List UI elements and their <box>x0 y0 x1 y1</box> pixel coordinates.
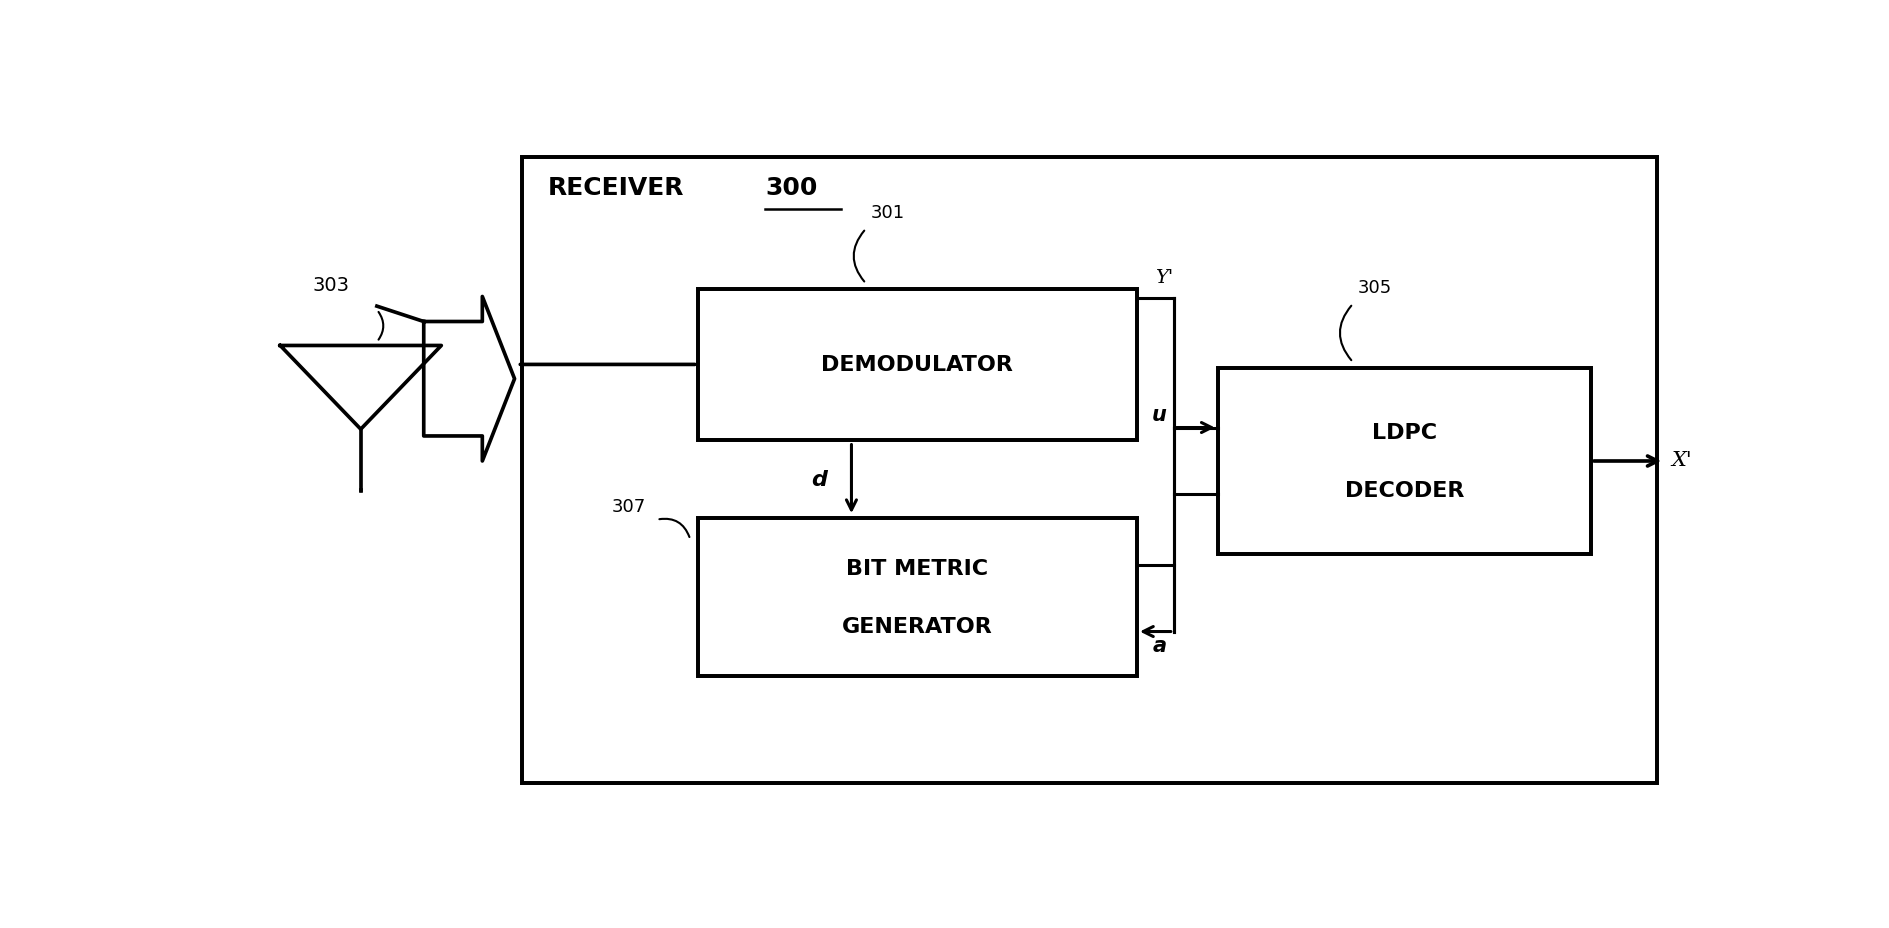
Bar <box>697 519 1137 676</box>
Text: LDPC: LDPC <box>1371 423 1436 443</box>
Text: u: u <box>1150 405 1166 424</box>
Text: 307: 307 <box>612 497 646 515</box>
Text: Y': Y' <box>1154 268 1173 287</box>
Text: DECODER: DECODER <box>1343 480 1464 500</box>
Bar <box>1217 368 1591 554</box>
Text: d: d <box>810 470 827 489</box>
Text: DEMODULATOR: DEMODULATOR <box>822 355 1013 375</box>
Text: a: a <box>1152 636 1166 655</box>
Text: 301: 301 <box>871 204 905 222</box>
Text: 305: 305 <box>1358 279 1392 297</box>
Text: RECEIVER: RECEIVER <box>548 175 684 200</box>
Text: BIT METRIC: BIT METRIC <box>846 559 988 579</box>
Bar <box>697 290 1137 440</box>
Text: 300: 300 <box>765 175 816 200</box>
Bar <box>521 158 1657 783</box>
Text: 303: 303 <box>312 276 349 295</box>
Text: GENERATOR: GENERATOR <box>841 616 992 636</box>
Text: X': X' <box>1672 451 1691 470</box>
